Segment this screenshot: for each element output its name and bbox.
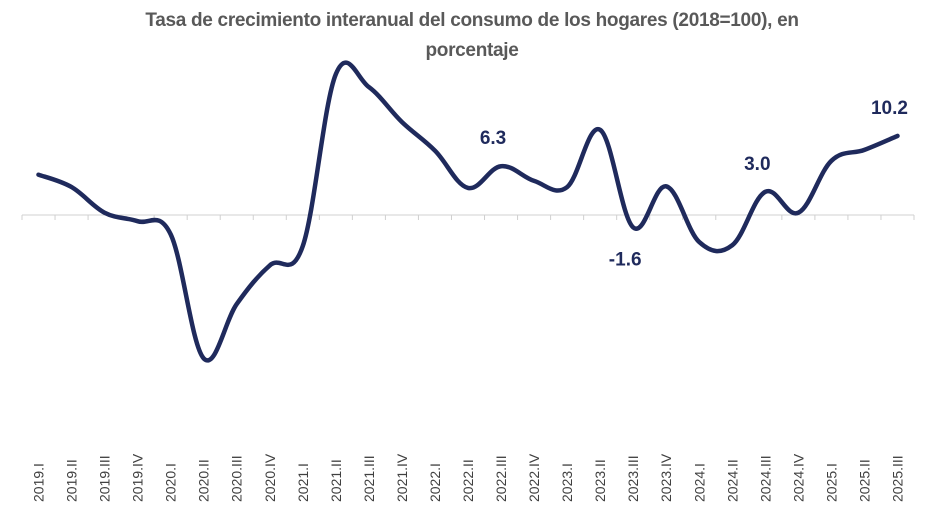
x-tick-label: 2020.IV [262, 453, 278, 502]
x-tick-label: 2020.II [196, 459, 212, 502]
series-line [36, 60, 900, 363]
data-label: 3.0 [744, 154, 770, 175]
x-tick-label: 2021.I [295, 463, 311, 502]
data-labels: 6.3 -1.6 3.0 10.2 [480, 98, 908, 270]
x-tick-labels: 2019.I 2019.II 2019.III 2019.IV 2020.I 2020.I… [31, 453, 906, 502]
x-tick-label: 2025.II [856, 459, 872, 502]
x-tick-label: 2023.IV [658, 453, 674, 502]
x-tick-label: 2022.III [493, 455, 509, 502]
x-tick-label: 2024.III [757, 455, 773, 502]
x-tick-label: 2021.IV [394, 453, 410, 502]
data-label: 10.2 [871, 98, 908, 119]
chart-title: Tasa de crecimiento interanual del consu… [0, 6, 944, 66]
x-tick-label: 2022.I [427, 463, 443, 502]
data-label: -1.6 [609, 249, 642, 270]
x-tick-label: 2021.III [361, 455, 377, 502]
x-tick-label: 2024.I [691, 463, 707, 502]
x-tick-label: 2019.II [64, 459, 80, 502]
x-tick-label: 2019.I [31, 463, 47, 502]
x-tick-label: 2025.I [823, 463, 839, 502]
x-tick-label: 2020.I [163, 463, 179, 502]
series-layer [36, 60, 900, 363]
x-tick-label: 2025.III [889, 455, 905, 502]
x-tick-label: 2023.II [592, 459, 608, 502]
x-tick-label: 2022.II [460, 459, 476, 502]
chart-title-line-2: porcentaje [425, 40, 519, 61]
x-tick-label: 2023.III [625, 455, 641, 502]
x-tick-label: 2020.III [229, 455, 245, 502]
chart-title-line-1: Tasa de crecimiento interanual del consu… [145, 10, 799, 31]
x-tick-label: 2022.IV [526, 453, 542, 502]
x-tick-label: 2019.IV [130, 453, 146, 502]
x-tick-label: 2019.III [97, 455, 113, 502]
x-tick-label: 2024.IV [790, 453, 806, 502]
x-tick-label: 2024.II [724, 459, 740, 502]
x-tick-label: 2021.II [328, 459, 344, 502]
data-label: 6.3 [480, 128, 506, 149]
x-tick-label: 2023.I [559, 463, 575, 502]
